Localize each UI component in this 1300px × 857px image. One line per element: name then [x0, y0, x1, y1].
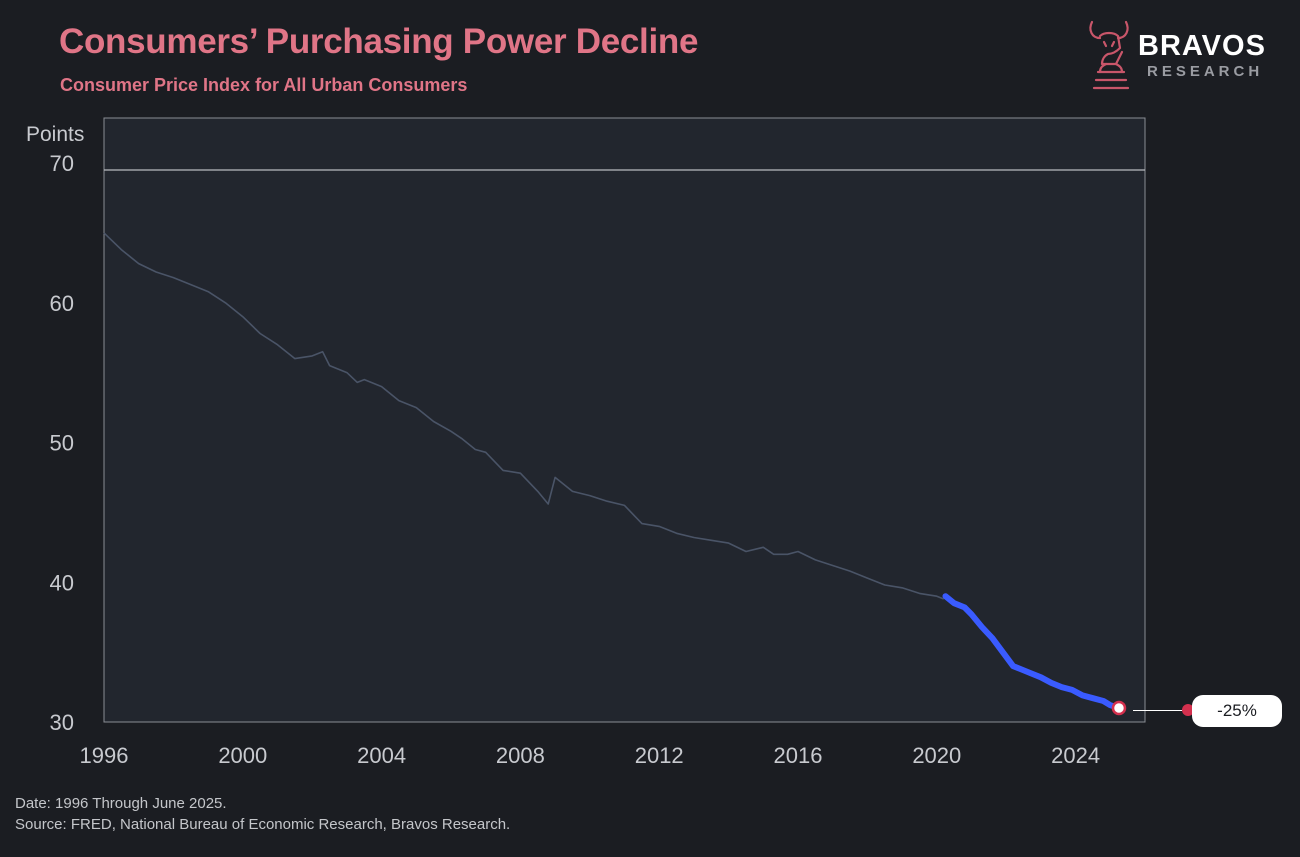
x-tick-label: 2008	[496, 743, 545, 768]
plot-area	[103, 117, 1146, 723]
x-tick-label: 2020	[912, 743, 961, 768]
logo: BRAVOS RESEARCH	[1086, 16, 1286, 96]
footer-date: Date: 1996 Through June 2025.	[15, 795, 227, 812]
logo-name: BRAVOS	[1138, 30, 1266, 62]
y-axis-ticks: 30 40 50 60 70	[50, 151, 74, 735]
bull-knight-icon	[1089, 20, 1130, 90]
series-end-point	[1111, 700, 1127, 716]
y-tick-label: 50	[50, 431, 74, 456]
y-axis-label: Points	[26, 123, 84, 146]
series-line-highlight	[942, 593, 1122, 711]
x-tick-label: 2016	[774, 743, 823, 768]
x-tick-label: 2000	[218, 743, 267, 768]
footer-source: Source: FRED, National Bureau of Economi…	[15, 816, 511, 833]
x-axis-ticks: 1996 2000 2004 2008 2012 2016 2020 2024	[80, 743, 1101, 768]
change-callout: -25%	[1192, 695, 1282, 727]
callout-connector	[1133, 710, 1192, 711]
y-tick-label: 60	[50, 291, 74, 316]
page-subtitle: Consumer Price Index for All Urban Consu…	[60, 75, 468, 95]
y-tick-label: 70	[50, 151, 74, 176]
y-tick-label: 30	[50, 710, 74, 735]
x-tick-label: 2024	[1051, 743, 1100, 768]
x-tick-label: 1996	[80, 743, 129, 768]
logo-tagline: RESEARCH	[1147, 63, 1264, 80]
page-title: Consumers’ Purchasing Power Decline	[59, 22, 699, 61]
series-line-history	[103, 232, 945, 600]
callout-dot	[1182, 704, 1194, 716]
x-tick-label: 2012	[635, 743, 684, 768]
y-tick-label: 40	[50, 570, 74, 595]
x-tick-label: 2004	[357, 743, 406, 768]
